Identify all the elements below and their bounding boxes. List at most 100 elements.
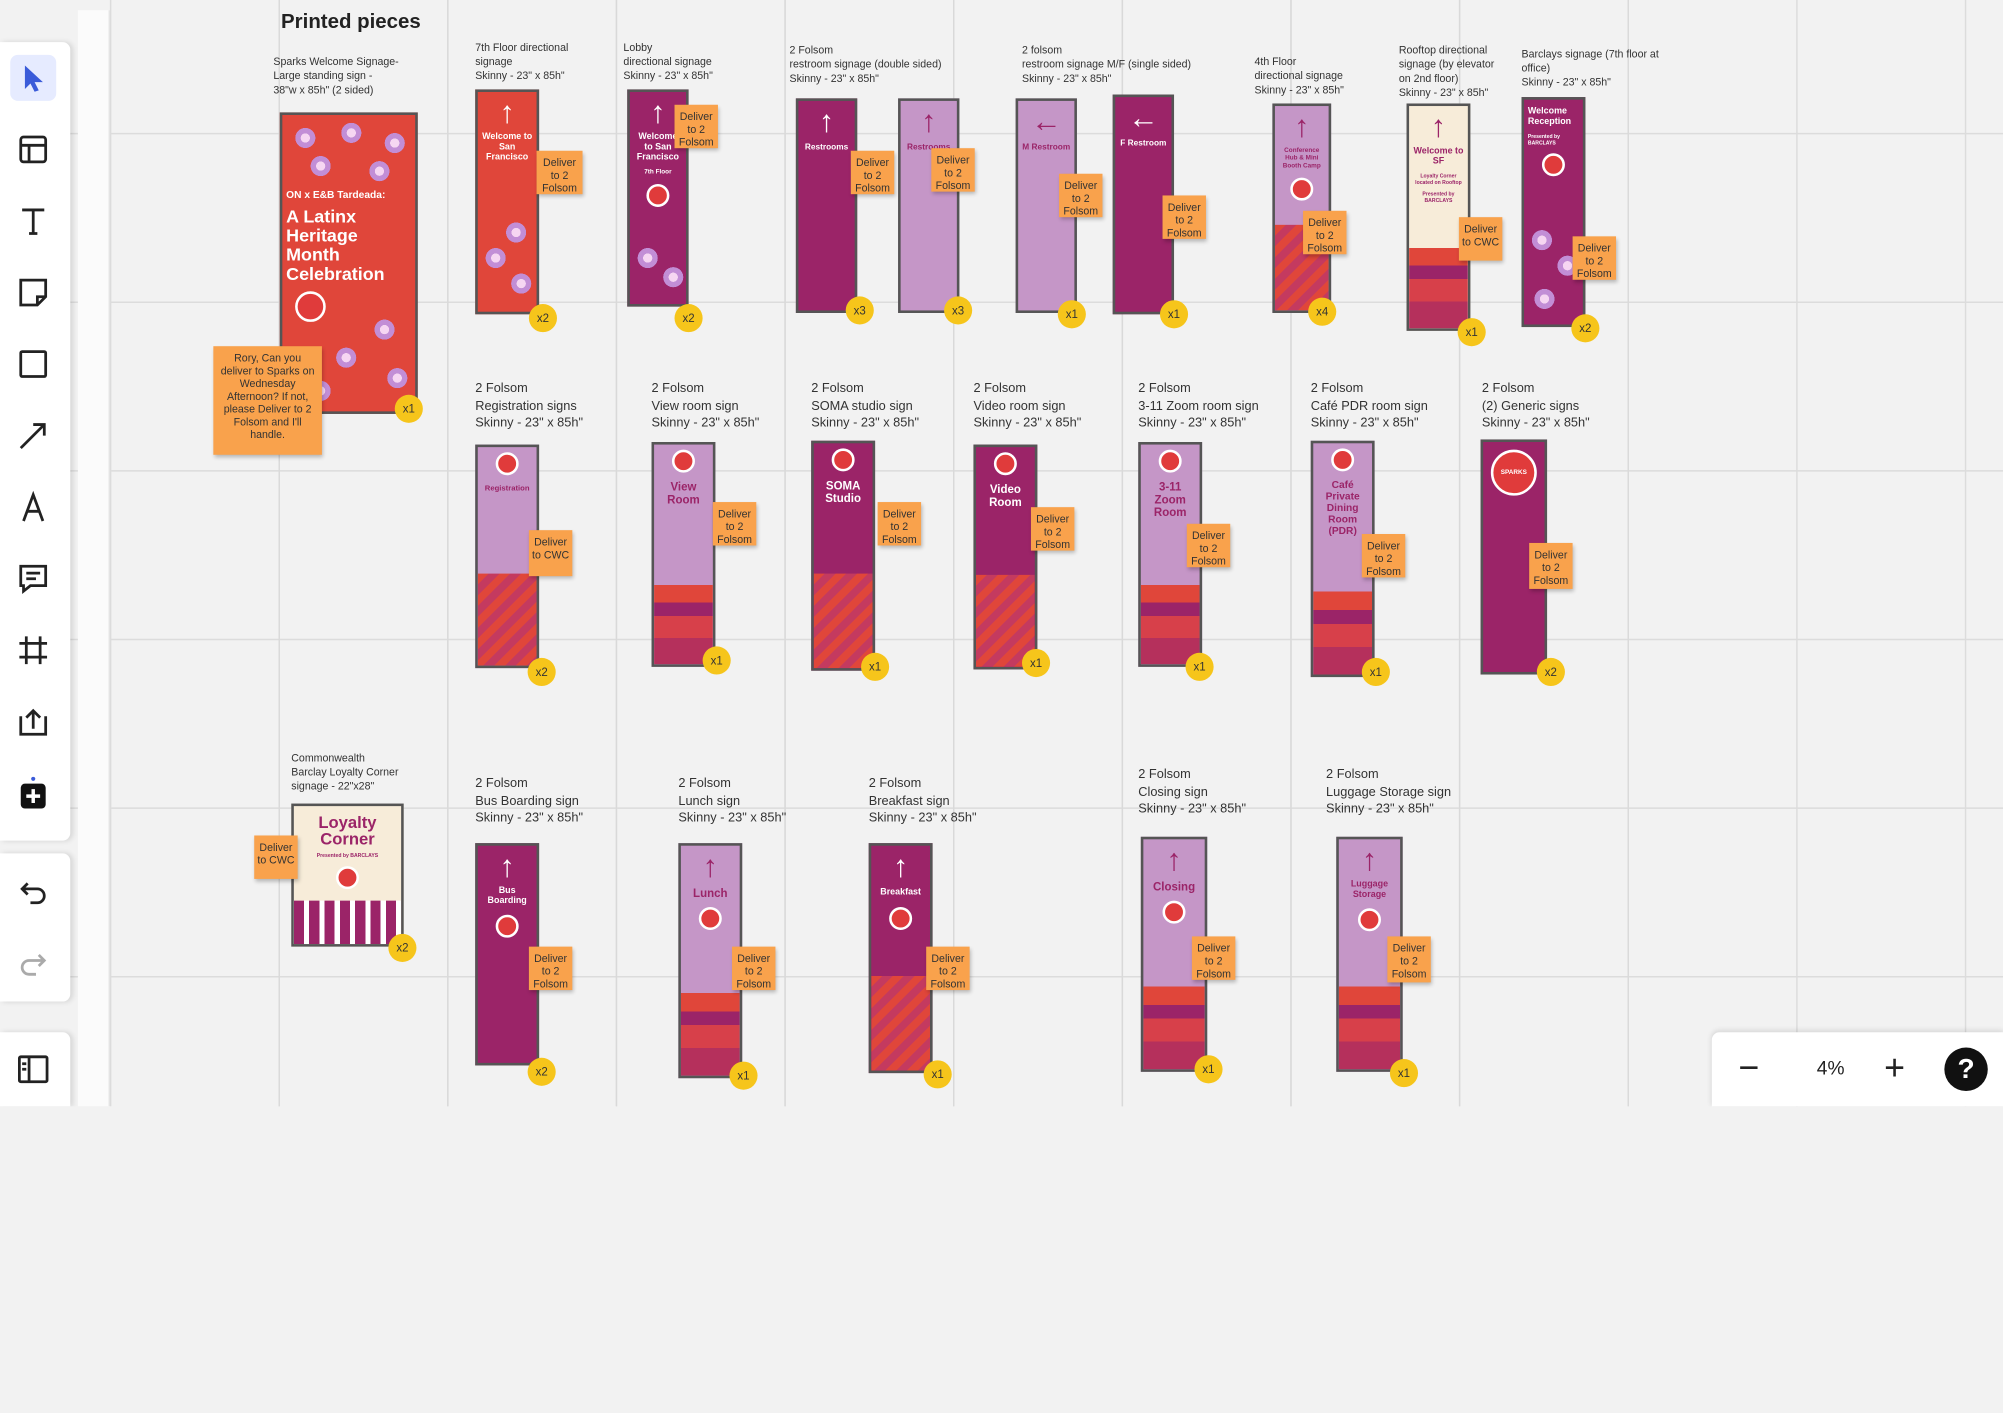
caption-zoom-room[interactable]: 2 Folsom 3-11 Zoom room sign Skinny - 23… [1138, 381, 1259, 431]
history-toolbar [0, 853, 71, 1002]
sticky-note-deliver-cwc[interactable]: Deliver to CWC [1458, 217, 1503, 261]
sign-video-room[interactable]: Video Room [973, 444, 1038, 670]
caption-sparks[interactable]: Sparks Welcome Signage- Large standing s… [273, 54, 399, 96]
caption-7th-floor[interactable]: 7th Floor directional signage Skinny - 2… [475, 40, 569, 82]
caption-restroom-double[interactable]: 2 Folsom restroom signage (double sided)… [789, 43, 942, 85]
upload-tool[interactable] [10, 699, 56, 745]
sticky-note-deliver[interactable]: Deliver to 2 Folsom [877, 502, 922, 546]
sign-restrooms-b[interactable]: ↑ Restrooms [898, 98, 960, 313]
sign-4th-floor[interactable]: ↑ Conference Hub & Mini Booth Camp [1272, 103, 1332, 313]
sticky-note-deliver[interactable]: Deliver to 2 Folsom [1191, 936, 1236, 980]
sign-soma-studio[interactable]: SOMA Studio [811, 440, 876, 671]
select-tool[interactable] [10, 54, 57, 101]
help-button[interactable]: ? [1944, 1047, 1988, 1091]
sticky-note-rory[interactable]: Rory, Can you deliver to Sparks on Wedne… [213, 346, 322, 455]
caption-generic[interactable]: 2 Folsom (2) Generic signs Skinny - 23" … [1481, 381, 1590, 431]
quantity-badge: x2 [528, 304, 557, 333]
sticky-note-deliver[interactable]: Deliver to 2 Folsom [732, 946, 776, 991]
sign-generic[interactable]: SPARKS [1480, 439, 1548, 675]
sign-barclays-text: Welcome Reception [1527, 107, 1572, 127]
arrow-up-icon: ↑ [499, 95, 515, 131]
board-title[interactable]: Printed pieces [281, 11, 421, 34]
comment-tool[interactable] [10, 556, 56, 602]
zoom-level[interactable]: 4% [1816, 1057, 1845, 1080]
sticky-note-deliver[interactable]: Deliver to 2 Folsom [1186, 523, 1231, 568]
seal-icon [1158, 449, 1182, 473]
more-apps-tool[interactable] [10, 770, 56, 816]
sign-view-room[interactable]: View Room [651, 442, 716, 667]
caption-closing[interactable]: 2 Folsom Closing sign Skinny - 23" x 85h… [1138, 767, 1247, 817]
redo-button[interactable] [10, 940, 56, 986]
arrow-up-icon: ↑ [1361, 843, 1378, 878]
text-tool[interactable] [10, 198, 56, 244]
sign-lunch[interactable]: ↑ Lunch [678, 843, 743, 1079]
sign-lobby-text: Welcome to San Francisco [636, 132, 680, 163]
sticky-note-deliver-cwc[interactable]: Deliver to CWC [254, 835, 298, 879]
caption-soma[interactable]: 2 Folsom SOMA studio sign Skinny - 23" x… [811, 381, 920, 431]
sign-rooftop[interactable]: ↑ Welcome to SF Loyalty Corner located o… [1406, 103, 1471, 331]
caption-video-room[interactable]: 2 Folsom Video room sign Skinny - 23" x … [973, 381, 1082, 431]
caption-lobby[interactable]: Lobby directional signage Skinny - 23" x… [623, 40, 713, 82]
caption-view-room[interactable]: 2 Folsom View room sign Skinny - 23" x 8… [651, 381, 760, 431]
caption-breakfast[interactable]: 2 Folsom Breakfast sign Skinny - 23" x 8… [868, 776, 977, 826]
sticky-note-tool[interactable] [10, 270, 56, 316]
whiteboard-canvas[interactable]: Printed pieces Sparks Welcome Signage- L… [0, 0, 2003, 1107]
sticky-note-deliver-cwc[interactable]: Deliver to CWC [528, 530, 573, 577]
zoom-in-button[interactable]: + [1884, 1047, 1905, 1088]
sticky-note-deliver[interactable]: Deliver to 2 Folsom [1361, 533, 1406, 578]
generic-seal-text: SPARKS [1490, 449, 1537, 496]
caption-lunch[interactable]: 2 Folsom Lunch sign Skinny - 23" x 85h" [678, 776, 787, 826]
board-panel-button[interactable] [10, 1046, 56, 1092]
sign-breakfast[interactable]: ↑ Breakfast [868, 843, 933, 1074]
templates-tool[interactable] [10, 126, 56, 172]
sign-registration[interactable]: Registration [475, 444, 540, 669]
sign-barclays[interactable]: Welcome Reception Presented by BARCLAYS [1521, 97, 1586, 328]
sticky-note-deliver[interactable]: Deliver to 2 Folsom [850, 150, 895, 195]
sign-sparks-headline: A Latinx Heritage Month Celebration [286, 205, 385, 284]
undo-button[interactable] [10, 869, 56, 915]
frame-tool[interactable] [10, 627, 56, 673]
caption-cafe[interactable]: 2 Folsom Café PDR room sign Skinny - 23"… [1310, 381, 1428, 431]
arrow-up-icon: ↑ [1294, 109, 1310, 145]
line-tool[interactable] [10, 413, 56, 459]
seal-icon [993, 452, 1017, 476]
column-divider [1458, 0, 1461, 1107]
sign-barclays-sub: Presented by BARCLAYS [1527, 132, 1560, 146]
seal-icon [495, 914, 519, 938]
sign-7th-floor[interactable]: ↑ Welcome to San Francisco [475, 89, 540, 315]
caption-barclays[interactable]: Barclays signage (7th floor at office) S… [1521, 47, 1659, 89]
quantity-badge: x2 [674, 304, 703, 333]
sticky-note-deliver[interactable]: Deliver to 2 Folsom [528, 946, 573, 991]
caption-rooftop[interactable]: Rooftop directional signage (by elevator… [1398, 43, 1495, 99]
sticky-note-deliver[interactable]: Deliver to 2 Folsom [712, 502, 757, 546]
caption-luggage[interactable]: 2 Folsom Luggage Storage sign Skinny - 2… [1326, 767, 1452, 817]
caption-loyalty[interactable]: Commonwealth Barclay Loyalty Corner sign… [291, 751, 399, 793]
column-divider [1627, 0, 1629, 1107]
pen-tool[interactable] [10, 484, 56, 530]
sign-restrooms-a[interactable]: ↑ Restrooms [795, 98, 858, 313]
sticky-note-deliver[interactable]: Deliver to 2 Folsom [1529, 542, 1573, 589]
sticky-note-deliver[interactable]: Deliver to 2 Folsom [1303, 210, 1347, 255]
layout-icon [19, 135, 48, 164]
sign-loyalty-corner[interactable]: Loyalty Corner Presented by BARCLAYS [291, 803, 404, 947]
shape-tool[interactable] [10, 341, 56, 387]
canvas-edge [77, 10, 110, 1107]
column-divider [953, 0, 955, 1107]
caption-registration[interactable]: 2 Folsom Registration signs Skinny - 23"… [475, 381, 584, 431]
sign-registration-text: Registration [484, 485, 530, 494]
sticky-note-deliver[interactable]: Deliver to 2 Folsom [931, 148, 975, 192]
sticky-note-deliver[interactable]: Deliver to 2 Folsom [1162, 195, 1206, 239]
caption-4th-floor[interactable]: 4th Floor directional signage Skinny - 2… [1254, 54, 1344, 96]
sticky-note-deliver[interactable]: Deliver to 2 Folsom [1387, 936, 1431, 983]
sticky-note-deliver[interactable]: Deliver to 2 Folsom [926, 946, 970, 991]
sticky-note-deliver[interactable]: Deliver to 2 Folsom [1572, 236, 1617, 280]
zoom-out-button[interactable]: − [1738, 1047, 1760, 1088]
caption-restroom-single[interactable]: 2 folsom restroom signage M/F (single si… [1022, 43, 1192, 85]
sticky-note-deliver[interactable]: Deliver to 2 Folsom [1030, 507, 1075, 551]
caption-bus[interactable]: 2 Folsom Bus Boarding sign Skinny - 23" … [475, 776, 584, 826]
sticky-note-deliver[interactable]: Deliver to 2 Folsom [1059, 173, 1103, 218]
sticky-note-deliver[interactable]: Deliver to 2 Folsom [674, 104, 718, 149]
sign-loyalty-text: Loyalty Corner [318, 812, 377, 849]
quantity-badge: x1 [1159, 300, 1189, 329]
sticky-note-deliver[interactable]: Deliver to 2 Folsom [536, 150, 583, 195]
